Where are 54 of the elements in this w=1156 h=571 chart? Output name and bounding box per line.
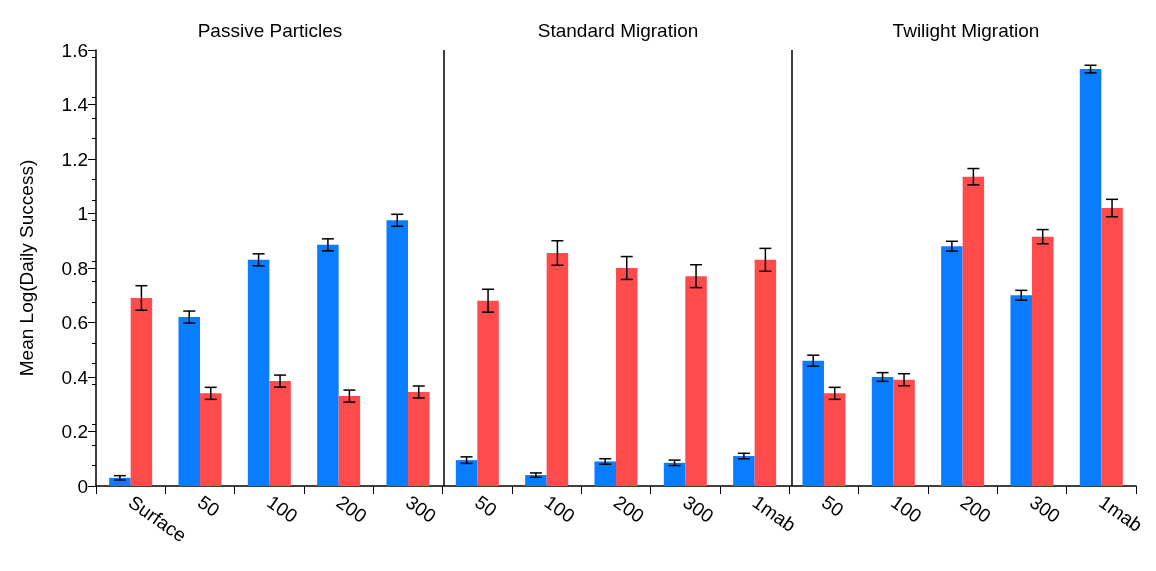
bar (1079, 69, 1102, 486)
y-tick-label: 0.8 (61, 257, 88, 279)
bar (200, 393, 222, 486)
x-tick-label: 200 (956, 491, 995, 527)
bar (871, 377, 894, 486)
y-tick-label: 0 (77, 475, 88, 497)
bar (477, 300, 499, 486)
bar (802, 360, 824, 486)
x-tick-label: 50 (471, 491, 501, 521)
x-tick-label: 100 (887, 491, 926, 527)
x-tick-label: 50 (193, 491, 224, 521)
bar (130, 297, 153, 486)
bar (178, 317, 200, 486)
x-tick-label: 100 (263, 491, 302, 527)
bar (615, 268, 638, 486)
text: Standard Migration (537, 19, 699, 41)
bar (1101, 208, 1123, 486)
y-tick-label: 0.4 (61, 366, 89, 388)
y-tick-label: 0.2 (61, 421, 88, 442)
bar (317, 244, 339, 486)
x-tick-label: 300 (679, 491, 718, 527)
x-tick-label: 300 (401, 491, 440, 527)
x-tick-label: 50 (817, 491, 848, 521)
bar (269, 381, 291, 486)
bar (685, 276, 707, 486)
y-tick-label: 1.4 (61, 94, 89, 115)
y-tick-label: 0.6 (61, 312, 88, 333)
x-tick-label: 300 (1025, 491, 1064, 527)
x-tick-label: 200 (332, 491, 371, 527)
bar (247, 259, 270, 486)
y-tick-label: 1.2 (61, 148, 88, 170)
bar (594, 461, 616, 486)
y-axis-title: Mean Log(Daily Success) (16, 159, 37, 377)
bar (663, 462, 686, 486)
bar (546, 253, 569, 486)
bar (733, 456, 755, 486)
y-tick-label: 1.6 (61, 39, 88, 61)
bar (525, 475, 547, 486)
bar (823, 393, 846, 486)
y-tick-label: 1 (77, 203, 88, 224)
bar (1010, 295, 1032, 486)
bar (455, 460, 478, 486)
x-tick-label: 200 (609, 491, 648, 527)
bar (1031, 236, 1054, 486)
bar (386, 220, 408, 486)
bar (754, 259, 777, 486)
bar (407, 391, 430, 486)
text: Passive Particles (197, 19, 343, 41)
text: Twilight Migration (892, 19, 1040, 41)
bar (893, 379, 915, 486)
bar (338, 396, 361, 486)
bar (962, 176, 985, 486)
x-tick-label: 100 (540, 491, 579, 527)
bar (941, 246, 963, 486)
